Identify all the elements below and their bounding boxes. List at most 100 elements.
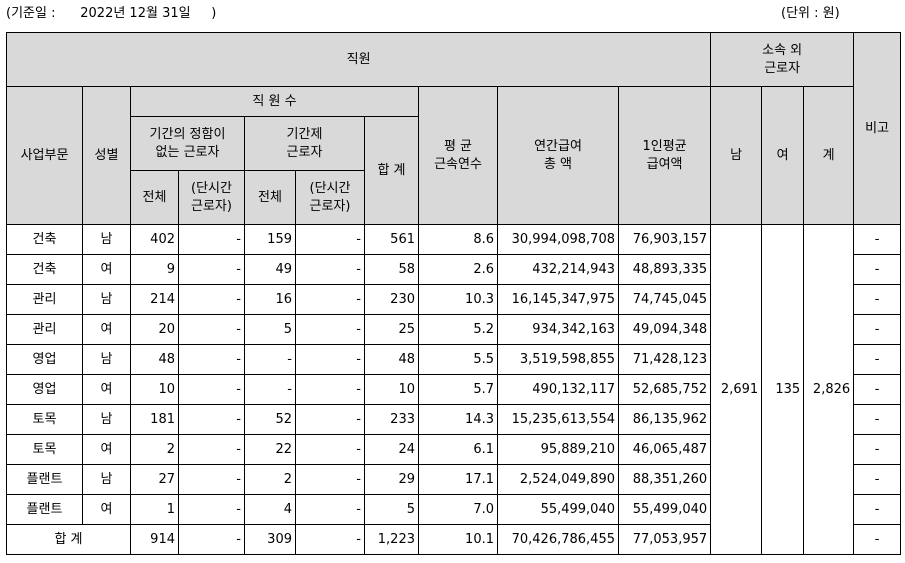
header-part-time-line1: (단시간 [309, 180, 351, 196]
permanent-part-time-cell: - [178, 434, 245, 465]
remarks-cell: - [853, 464, 902, 495]
total-count-cell: 25 [364, 314, 419, 345]
permanent-part-time-cell: - [178, 314, 245, 345]
permanent-all-cell: 9 [130, 254, 179, 285]
division-cell: 관리 [6, 284, 83, 315]
table-row: 건축 남 402-159-561 8.6 30,994,098,708 76,903,15… [6, 224, 902, 555]
total-count-cell: 29 [364, 464, 419, 495]
per-capita-cell: 48,893,335 [617, 254, 712, 285]
permanent-part-time-cell: - [178, 224, 245, 255]
header-remarks: 비고 [853, 32, 902, 225]
fixed-all-cell: 4 [244, 494, 296, 525]
remarks-cell: - [853, 344, 902, 375]
remarks-cell: - [853, 284, 902, 315]
fixed-part-time-cell: - [295, 284, 365, 315]
table-row: 영업 남 48- - -48 5.5 3,519,598,855 71,428,123- [6, 344, 902, 375]
header-avg-tenure-line2: 근속연수 [434, 156, 482, 172]
total-count-cell: 58 [364, 254, 419, 285]
permanent-all-cell: 20 [130, 314, 179, 345]
basis-date: (기준일 : 2022년 12월 31일 ) [6, 6, 217, 21]
fixed-part-time-cell: - [295, 224, 365, 255]
remarks-cell: - [853, 494, 902, 525]
header-male: 남 [710, 86, 763, 225]
per-capita-cell: 88,351,260 [617, 464, 712, 495]
permanent-part-time-cell: - [178, 374, 245, 405]
permanent-all-cell: 10 [130, 374, 179, 405]
division-cell: 플랜트 [6, 464, 83, 495]
per-capita-cell: 76,903,157 [617, 224, 712, 255]
gender-cell: 남 [82, 224, 131, 255]
totals-remarks-cell: - [853, 524, 902, 555]
header-part-time-line2: 근로자) [191, 198, 232, 214]
avg-tenure-cell: 5.2 [418, 314, 498, 345]
remarks-cell: - [853, 314, 902, 345]
permanent-part-time-cell: - [178, 254, 245, 285]
permanent-part-time-cell: - [178, 464, 245, 495]
header-fixed-all: 전체 [244, 170, 296, 225]
avg-tenure-cell: 6.1 [418, 434, 498, 465]
total-count-cell: 561 [364, 224, 419, 255]
fixed-all-cell: 16 [244, 284, 296, 315]
table-row: 관리 여 20-5-25 5.2 934,342,163 49,094,348- [6, 314, 902, 345]
outsourced-male-cell: 2,691 [710, 224, 763, 555]
gender-cell: 남 [82, 464, 131, 495]
gender-cell: 여 [82, 314, 131, 345]
gender-cell: 여 [82, 494, 131, 525]
fixed-part-time-cell: - [295, 404, 365, 435]
total-count-cell: 48 [364, 344, 419, 375]
avg-tenure-cell: 17.1 [418, 464, 498, 495]
totals-row: 합 계 914-309-1,223 10.1 70,426,786,455 77,053… [6, 524, 902, 555]
total-count-cell: 5 [364, 494, 419, 525]
fixed-all-cell: 22 [244, 434, 296, 465]
permanent-all-cell: 402 [130, 224, 179, 255]
header-fixed-term-line1: 기간제 [286, 126, 323, 142]
totals-label: 합 계 [6, 524, 131, 555]
per-capita-cell: 71,428,123 [617, 344, 712, 375]
avg-tenure-cell: 14.3 [418, 404, 498, 435]
table-row: 영업 여 10- - -10 5.7 490,132,117 52,685,752- [6, 374, 902, 405]
header-total-count: 합 계 [364, 116, 419, 225]
totals-fixed-all-cell: 309 [244, 524, 296, 555]
fixed-part-time-cell: - [295, 254, 365, 285]
avg-tenure-cell: 10.3 [418, 284, 498, 315]
avg-tenure-cell: 7.0 [418, 494, 498, 525]
permanent-part-time-cell: - [178, 494, 245, 525]
annual-pay-cell: 55,499,040 [497, 494, 619, 525]
header-outsourced-line1: 소속 외 [762, 42, 803, 58]
header-fixed-part-time: (단시간 근로자) [295, 170, 365, 225]
header-staff-count: 직 원 수 [130, 86, 419, 117]
avg-tenure-cell: 5.5 [418, 344, 498, 375]
permanent-all-cell: 181 [130, 404, 179, 435]
totals-annual-pay-cell: 70,426,786,455 [497, 524, 619, 555]
header-fixed-term-line2: 근로자 [286, 144, 323, 160]
fixed-part-time-cell: - [295, 434, 365, 465]
avg-tenure-cell: 5.7 [418, 374, 498, 405]
permanent-all-cell: 214 [130, 284, 179, 315]
division-cell: 플랜트 [6, 494, 83, 525]
header-outsourced-line2: 근로자 [764, 60, 801, 76]
fixed-all-cell: 5 [244, 314, 296, 345]
fixed-part-time-cell: - [295, 314, 365, 345]
table-row: 플랜트 여 1-4-5 7.0 55,499,040 55,499,040- [6, 494, 902, 525]
total-count-cell: 10 [364, 374, 419, 405]
fixed-all-cell: - [244, 374, 296, 405]
total-count-cell: 230 [364, 284, 419, 315]
gender-cell: 여 [82, 374, 131, 405]
header-avg-tenure-line1: 평 균 [443, 138, 473, 154]
fixed-all-cell: 2 [244, 464, 296, 495]
header-annual-pay-line1: 연간급여 [534, 138, 582, 154]
header-per-capita: 1인평균 급여액 [617, 86, 712, 225]
per-capita-cell: 86,135,962 [617, 404, 712, 435]
avg-tenure-cell: 2.6 [418, 254, 498, 285]
annual-pay-cell: 95,889,210 [497, 434, 619, 465]
per-capita-cell: 55,499,040 [617, 494, 712, 525]
gender-cell: 남 [82, 404, 131, 435]
gender-cell: 여 [82, 434, 131, 465]
division-cell: 토목 [6, 434, 83, 465]
division-cell: 영업 [6, 374, 83, 405]
header-staff: 직원 [5, 32, 712, 87]
avg-tenure-cell: 8.6 [418, 224, 498, 255]
table-row: 토목 남 181-52-233 14.3 15,235,613,554 86,135,96… [6, 404, 902, 435]
per-capita-cell: 46,065,487 [617, 434, 712, 465]
